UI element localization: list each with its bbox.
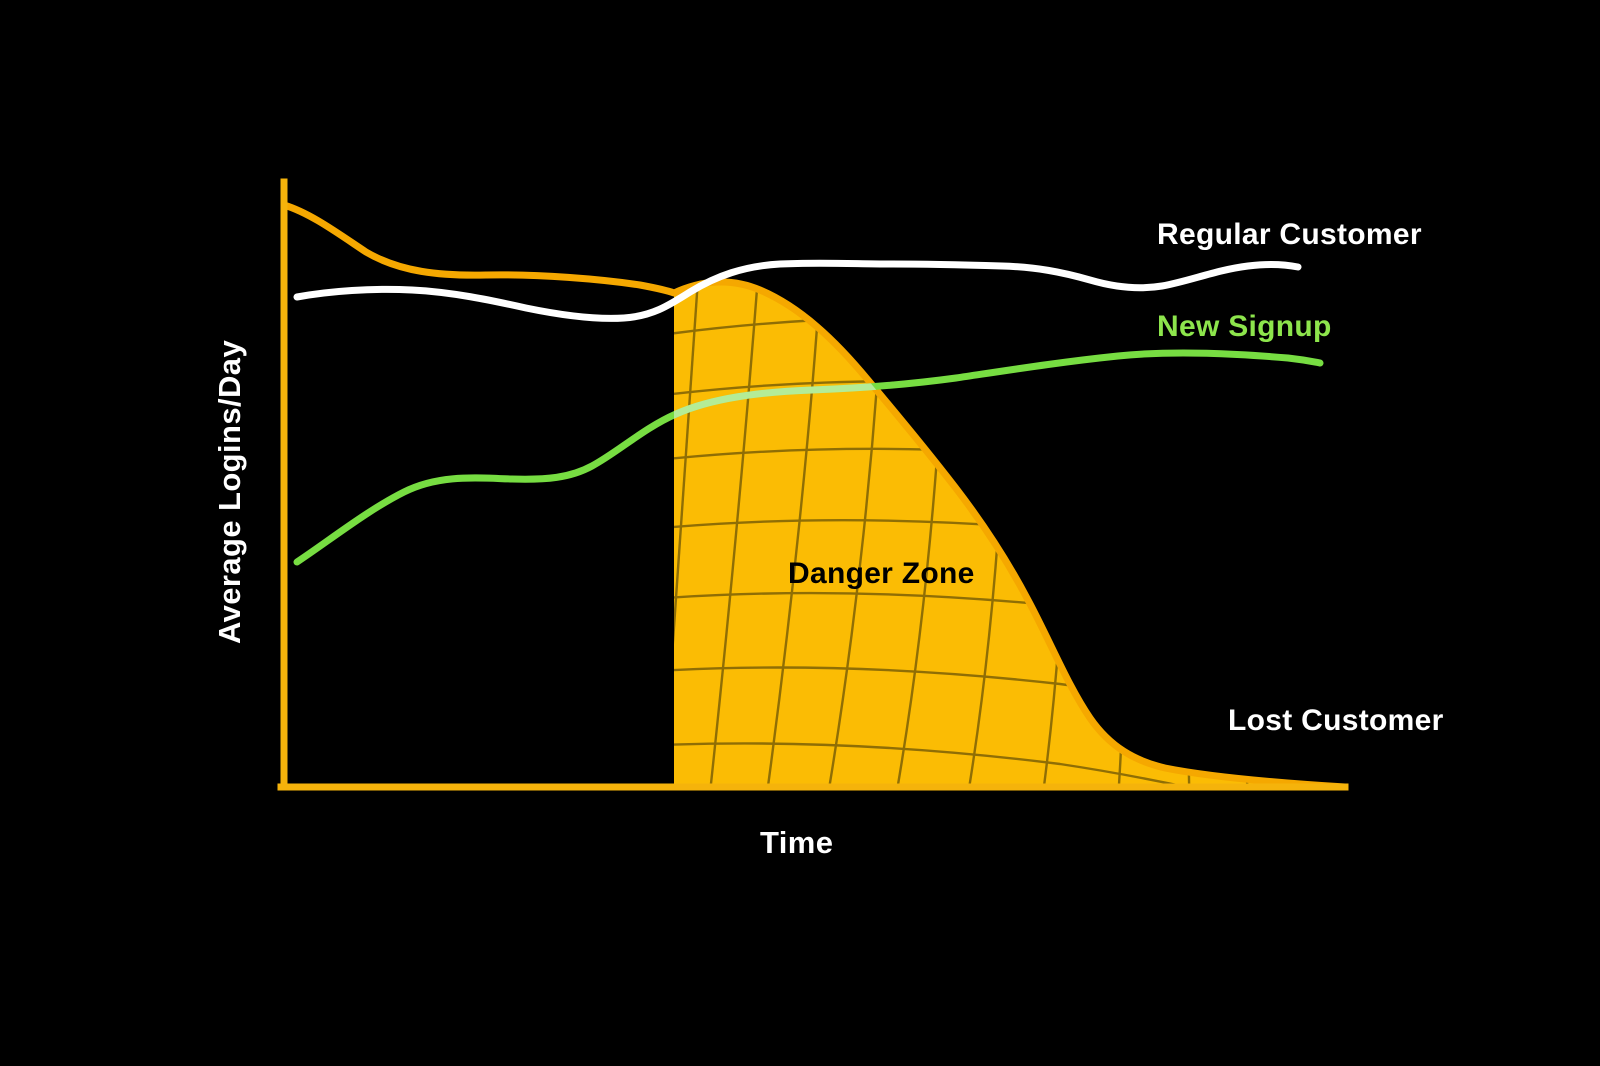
label-new-signup: New Signup	[1157, 310, 1332, 343]
series-line-regular-customer	[293, 259, 1302, 322]
series-line-new-signup	[293, 349, 1324, 566]
x-axis-title: Time	[760, 825, 833, 860]
y-axis-title: Average Logins/Day	[212, 340, 247, 644]
label-lost-customer: Lost Customer	[1228, 704, 1444, 737]
series-line-lost-customer	[280, 201, 1349, 791]
danger-zone-label: Danger Zone	[788, 557, 975, 590]
label-regular-customer: Regular Customer	[1157, 218, 1422, 251]
danger-zone-fill	[674, 281, 1345, 787]
chart-axes	[277, 178, 1349, 791]
